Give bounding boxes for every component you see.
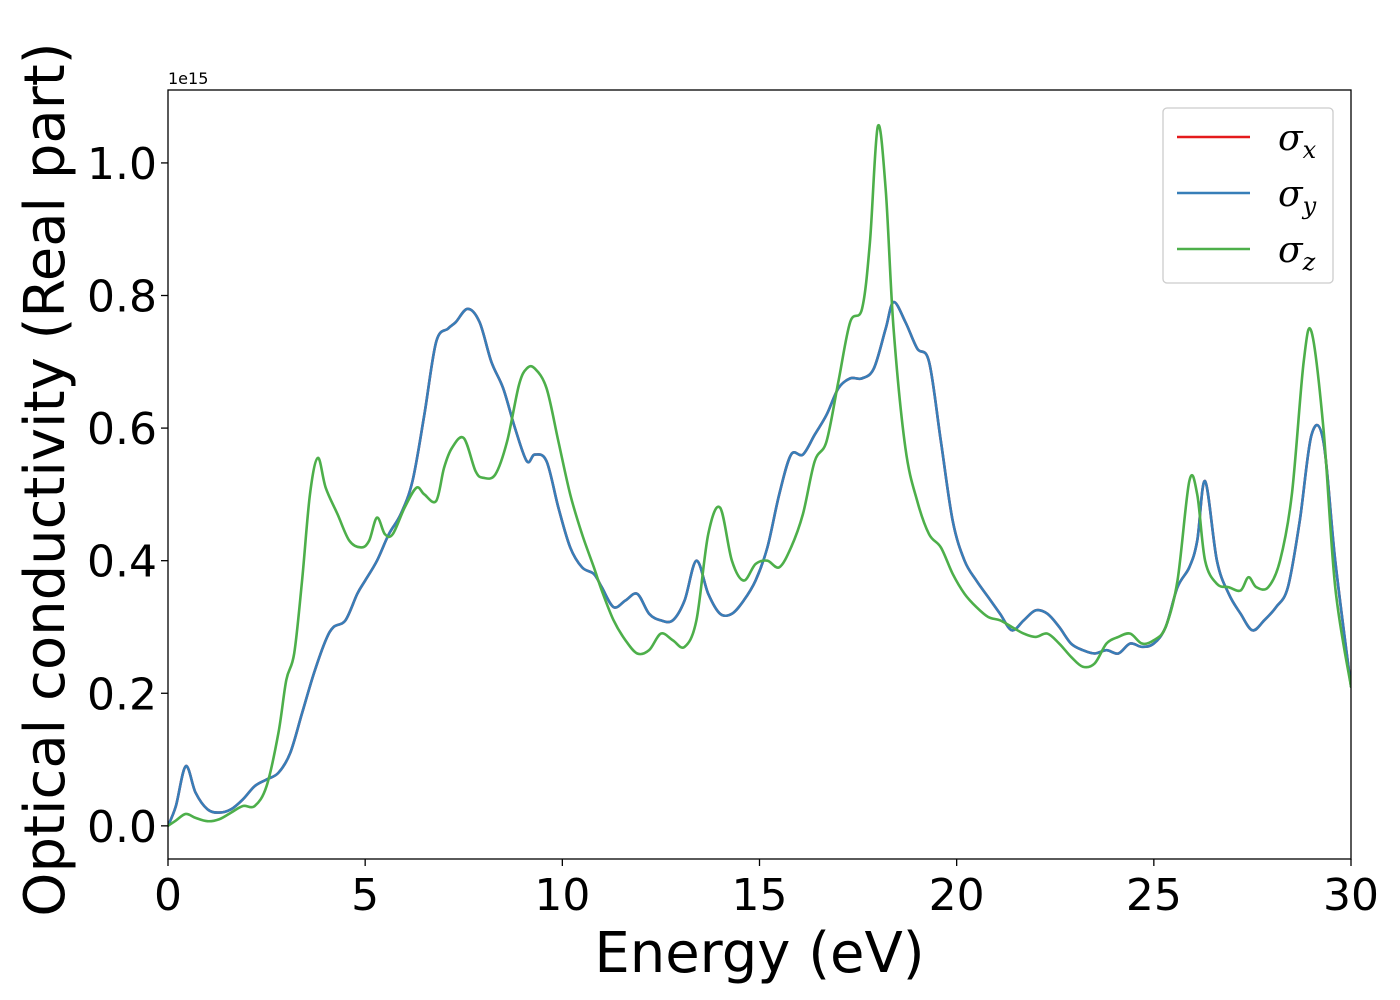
y-axis-ticks: 0.0 0.2 0.4 0.6 0.8 1.0 [87,139,168,853]
y-axis-title: Optical conductivity (Real part) [13,42,78,916]
y-tick-label: 1.0 [87,139,157,190]
x-axis-ticks: 0 5 10 15 20 25 30 [154,859,1379,921]
x-tick-label: 30 [1323,870,1379,921]
series-layer [168,123,1351,828]
x-axis-title: Energy (eV) [594,921,924,986]
legend-label-x: σx [1278,118,1317,164]
series-line-x [168,300,1351,828]
legend: σx σy σz [1162,107,1334,284]
y-tick-label: 0.6 [87,404,157,455]
series-line-z [168,123,1351,828]
series-line-y [168,300,1351,828]
x-tick-label: 20 [929,870,985,921]
x-tick-label: 0 [154,870,182,921]
y-tick-label: 0.0 [87,802,157,853]
y-axis-offset-label: 1e15 [168,69,208,88]
legend-label-y: σy [1278,174,1317,220]
x-tick-label: 15 [732,870,788,921]
x-tick-label: 10 [534,870,590,921]
x-tick-label: 25 [1126,870,1182,921]
x-tick-label: 5 [351,870,379,921]
y-tick-label: 0.2 [87,669,157,720]
legend-frame [1162,107,1334,284]
legend-label-z: σz [1278,230,1316,276]
y-tick-label: 0.8 [87,272,157,323]
y-tick-label: 0.4 [87,537,157,588]
